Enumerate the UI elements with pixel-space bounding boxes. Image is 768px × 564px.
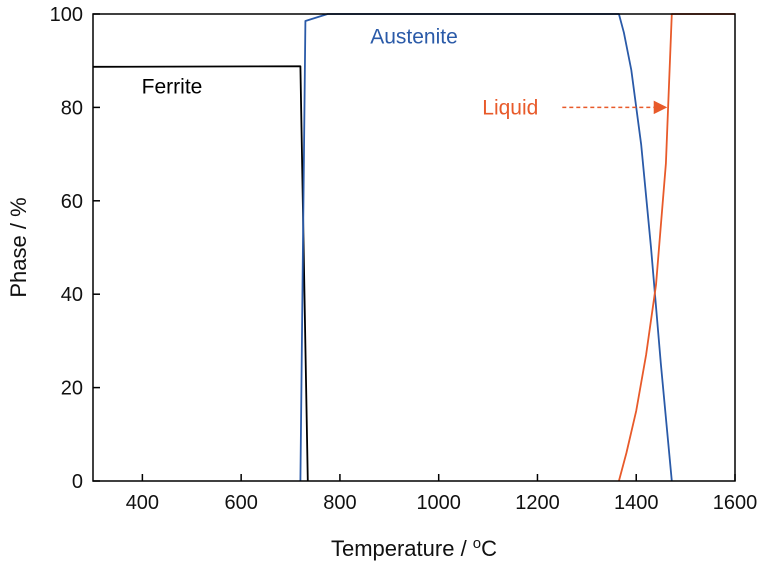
annotations-layer: Ferrite Austenite Liquid <box>142 25 668 119</box>
label-ferrite: Ferrite <box>142 75 203 98</box>
y-tick-label: 80 <box>61 97 83 119</box>
x-tick-label: 600 <box>224 492 257 514</box>
series-line-liquid <box>618 13 735 482</box>
series-line-ferrite <box>92 65 309 482</box>
y-axis-title: Phase / % <box>6 197 31 297</box>
plot-frame <box>92 13 736 482</box>
y-tick-label: 20 <box>61 378 83 400</box>
x-tick-label: 1600 <box>713 492 758 514</box>
x-tick-label: 800 <box>323 492 356 514</box>
label-liquid: Liquid <box>482 96 538 119</box>
y-tick-label: 40 <box>61 284 83 306</box>
series-line-austenite <box>299 13 673 482</box>
series-layer <box>92 13 735 482</box>
y-tick-label: 100 <box>50 4 83 26</box>
label-austenite: Austenite <box>370 25 458 48</box>
x-tick-label: 400 <box>126 492 159 514</box>
y-tick-label: 0 <box>72 471 83 493</box>
x-axis-title: Temperature / oC <box>331 535 497 562</box>
y-tick-label: 60 <box>61 191 83 213</box>
x-tick-label: 1000 <box>416 492 461 514</box>
x-tick-label: 1400 <box>614 492 659 514</box>
ticks-layer: 400 600 800 1000 1200 1400 1600 0 20 40 60 80 100 <box>50 4 758 514</box>
x-tick-label: 1200 <box>515 492 560 514</box>
